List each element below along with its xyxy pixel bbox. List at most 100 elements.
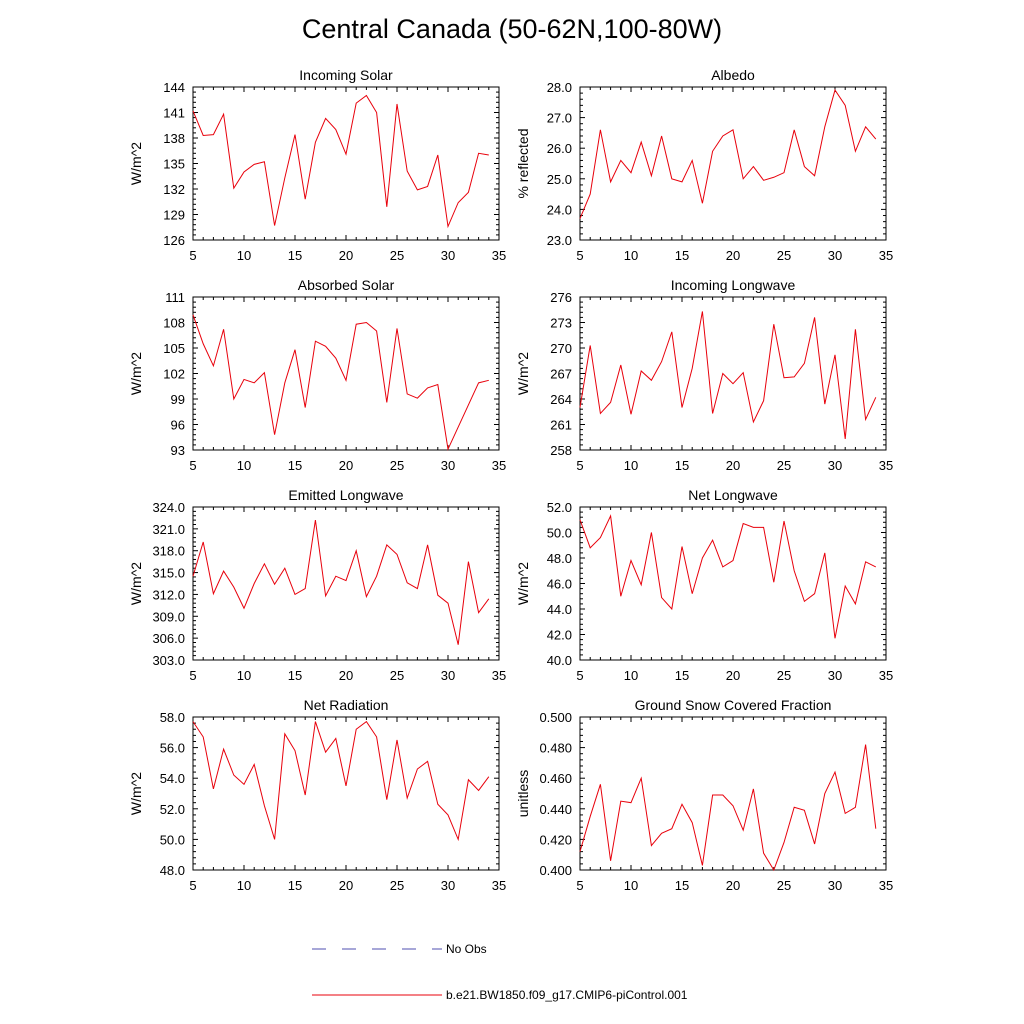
y-tick-label: 129 (163, 208, 185, 223)
y-tick-label: 0.400 (539, 863, 572, 878)
x-tick-label: 35 (879, 668, 893, 683)
y-tick-label: 96 (171, 418, 185, 433)
y-tick-label: 40.0 (547, 653, 572, 668)
y-tick-label: 261 (550, 418, 572, 433)
y-tick-label: 52.0 (547, 500, 572, 515)
x-tick-label: 30 (828, 248, 842, 263)
plot-frame (579, 86, 887, 241)
y-tick-label: 105 (163, 341, 185, 356)
y-tick-label: 258 (550, 443, 572, 458)
panel-incoming-longwave: Incoming Longwave W/m^2 5 10 15 20 25 30 35 258 26… (515, 277, 893, 473)
x-tick-label: 5 (576, 668, 583, 683)
y-axis-label: unitless (515, 770, 531, 817)
series-line-incoming-longwave (579, 311, 877, 440)
x-tick-label: 30 (441, 878, 455, 893)
plot-frame (192, 86, 500, 241)
y-tick-label: 321.0 (152, 522, 185, 537)
x-tick-label: 5 (576, 458, 583, 473)
x-tick-label: 15 (288, 668, 302, 683)
x-tick-label: 10 (624, 248, 638, 263)
series-line-absorbed-solar (192, 314, 489, 451)
y-tick-label: 303.0 (152, 653, 185, 668)
y-tick-label: 126 (163, 233, 185, 248)
x-tick-label: 5 (189, 878, 196, 893)
y-tick-label: 27.0 (547, 111, 572, 126)
y-tick-label: 44.0 (547, 602, 572, 617)
y-tick-label: 318.0 (152, 544, 185, 559)
x-tick-label: 20 (339, 668, 353, 683)
panel-title: Incoming Solar (299, 67, 393, 83)
y-tick-label: 99 (171, 392, 185, 407)
y-tick-label: 135 (163, 157, 185, 172)
y-tick-label: 50.0 (160, 832, 185, 847)
y-tick-label: 270 (550, 341, 572, 356)
x-tick-label: 30 (828, 668, 842, 683)
panel-albedo: Albedo % reflected 5 10 15 20 25 30 35 23.0 24.0 25… (515, 67, 893, 263)
x-tick-label: 5 (189, 458, 196, 473)
x-tick-label: 30 (441, 248, 455, 263)
panel-net-longwave: Net Longwave W/m^2 5 10 15 20 25 30 35 40.0 42.0 44… (515, 487, 893, 683)
x-tick-label: 20 (339, 458, 353, 473)
x-tick-label: 15 (288, 878, 302, 893)
x-tick-label: 15 (288, 248, 302, 263)
y-tick-label: 93 (171, 443, 185, 458)
x-tick-label: 35 (492, 458, 506, 473)
x-tick-label: 20 (726, 248, 740, 263)
y-tick-label: 108 (163, 316, 185, 331)
y-tick-label: 48.0 (547, 551, 572, 566)
y-tick-label: 309.0 (152, 609, 185, 624)
x-tick-label: 15 (675, 458, 689, 473)
y-axis-label: W/m^2 (128, 772, 144, 815)
x-tick-label: 25 (777, 668, 791, 683)
y-tick-label: 54.0 (160, 771, 185, 786)
panel-title: Incoming Longwave (671, 277, 796, 293)
x-tick-label: 15 (675, 248, 689, 263)
series-line-emitted-longwave (192, 520, 490, 645)
y-tick-label: 111 (165, 290, 185, 305)
panel-title: Emitted Longwave (288, 487, 403, 503)
panel-title: Net Radiation (304, 697, 389, 713)
y-axis-label: W/m^2 (515, 352, 531, 395)
x-tick-label: 20 (726, 878, 740, 893)
y-tick-label: 264 (550, 392, 572, 407)
y-tick-label: 306.0 (152, 631, 185, 646)
y-axis-label: W/m^2 (128, 562, 144, 605)
x-tick-label: 30 (441, 668, 455, 683)
y-tick-label: 0.480 (539, 741, 572, 756)
x-tick-label: 35 (879, 248, 893, 263)
x-tick-label: 25 (390, 458, 404, 473)
y-tick-label: 102 (163, 367, 185, 382)
x-tick-label: 35 (492, 878, 506, 893)
y-tick-label: 50.0 (547, 526, 572, 541)
x-tick-label: 30 (441, 458, 455, 473)
x-tick-label: 20 (726, 668, 740, 683)
y-tick-label: 23.0 (547, 233, 572, 248)
x-tick-label: 10 (237, 668, 251, 683)
y-tick-label: 0.500 (539, 710, 572, 725)
x-tick-label: 25 (390, 248, 404, 263)
y-tick-label: 46.0 (547, 577, 572, 592)
y-axis-label: W/m^2 (128, 142, 144, 185)
x-tick-label: 5 (576, 248, 583, 263)
x-tick-label: 20 (339, 878, 353, 893)
x-tick-label: 10 (624, 668, 638, 683)
x-tick-label: 35 (492, 248, 506, 263)
y-tick-label: 0.420 (539, 832, 572, 847)
x-tick-label: 25 (777, 878, 791, 893)
y-tick-label: 0.440 (539, 802, 572, 817)
x-tick-label: 5 (189, 668, 196, 683)
x-tick-label: 15 (675, 878, 689, 893)
x-tick-label: 25 (390, 668, 404, 683)
x-tick-label: 20 (339, 248, 353, 263)
y-tick-label: 273 (550, 316, 572, 331)
y-tick-label: 267 (550, 367, 572, 382)
x-tick-label: 30 (828, 458, 842, 473)
x-tick-label: 10 (237, 458, 251, 473)
y-tick-label: 58.0 (160, 710, 185, 725)
y-tick-label: 26.0 (547, 141, 572, 156)
x-tick-label: 15 (675, 668, 689, 683)
y-tick-label: 25.0 (547, 172, 572, 187)
y-tick-label: 132 (163, 182, 185, 197)
x-tick-label: 25 (390, 878, 404, 893)
y-tick-label: 56.0 (160, 741, 185, 756)
